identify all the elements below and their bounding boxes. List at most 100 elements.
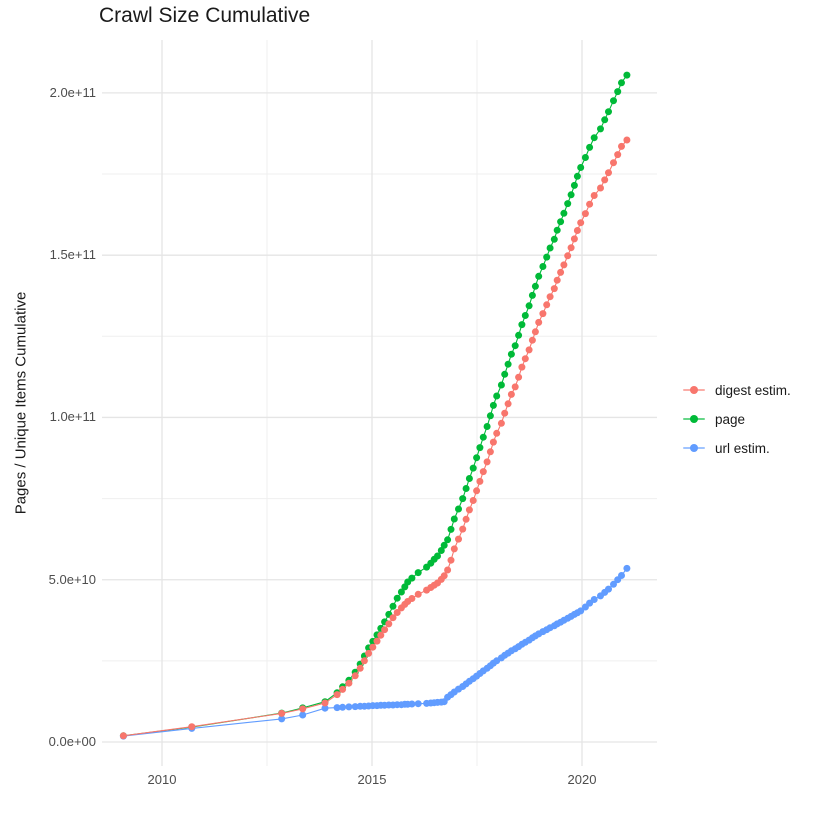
legend-key-digest-icon bbox=[683, 383, 705, 397]
data-point bbox=[333, 691, 341, 699]
data-point bbox=[528, 291, 536, 299]
data-point bbox=[521, 312, 529, 319]
legend-key-page-icon bbox=[683, 412, 705, 426]
y-tick-label: 1.0e+11 bbox=[49, 409, 96, 425]
data-point bbox=[610, 97, 617, 105]
data-point bbox=[493, 429, 501, 437]
data-point bbox=[469, 464, 477, 472]
data-point bbox=[577, 219, 585, 227]
data-point bbox=[501, 370, 509, 378]
data-point bbox=[560, 209, 568, 217]
data-point bbox=[511, 383, 519, 391]
data-point bbox=[345, 703, 353, 711]
data-point bbox=[528, 336, 536, 344]
data-point bbox=[539, 263, 547, 270]
data-point bbox=[601, 116, 609, 124]
data-point bbox=[605, 585, 612, 593]
data-point bbox=[278, 715, 286, 723]
data-point bbox=[339, 685, 347, 693]
data-point bbox=[610, 580, 617, 588]
data-point bbox=[605, 169, 612, 177]
data-point bbox=[531, 328, 539, 336]
data-point bbox=[557, 218, 565, 226]
data-point bbox=[586, 200, 594, 208]
data-point bbox=[618, 79, 625, 87]
data-point bbox=[321, 704, 329, 712]
chart-title: Crawl Size Cumulative bbox=[99, 4, 311, 27]
data-point bbox=[610, 159, 617, 167]
data-point bbox=[188, 723, 196, 731]
data-point bbox=[459, 525, 467, 533]
data-point bbox=[623, 136, 631, 144]
data-point bbox=[497, 419, 505, 427]
data-point bbox=[389, 614, 397, 622]
data-point bbox=[570, 181, 578, 189]
data-point bbox=[553, 276, 561, 284]
data-point bbox=[455, 535, 462, 543]
data-point bbox=[356, 664, 364, 672]
series-digest-estim bbox=[119, 136, 631, 740]
data-point bbox=[590, 596, 598, 603]
data-point bbox=[567, 191, 575, 199]
data-point bbox=[515, 331, 523, 339]
legend-item-page: page bbox=[683, 407, 791, 431]
data-point bbox=[623, 71, 631, 79]
data-point bbox=[493, 392, 501, 400]
data-point bbox=[501, 409, 509, 417]
data-point bbox=[535, 272, 543, 280]
data-point bbox=[455, 505, 462, 513]
data-point bbox=[581, 210, 589, 218]
legend-label: digest estim. bbox=[715, 382, 791, 398]
data-point bbox=[373, 637, 381, 645]
data-point bbox=[507, 350, 515, 358]
data-point bbox=[590, 134, 598, 142]
data-point bbox=[557, 268, 565, 276]
data-point bbox=[525, 346, 533, 354]
data-point bbox=[369, 643, 377, 651]
data-point bbox=[597, 125, 604, 133]
data-point bbox=[444, 536, 452, 544]
data-point bbox=[597, 184, 604, 192]
data-point bbox=[299, 705, 307, 713]
data-point bbox=[278, 709, 286, 717]
data-point bbox=[511, 342, 519, 350]
data-point bbox=[465, 506, 473, 514]
y-tick-label: 0.0e+00 bbox=[48, 733, 96, 749]
data-point bbox=[408, 700, 416, 708]
data-point bbox=[486, 448, 494, 456]
data-point bbox=[581, 154, 589, 161]
data-point bbox=[408, 595, 416, 602]
data-point bbox=[590, 192, 598, 199]
data-point bbox=[414, 569, 422, 577]
data-point bbox=[518, 363, 526, 371]
legend-item-url-estim: url estim. bbox=[683, 436, 791, 460]
data-point bbox=[560, 261, 568, 269]
data-point bbox=[479, 468, 487, 476]
data-point bbox=[483, 458, 491, 466]
data-point bbox=[333, 704, 341, 712]
data-point bbox=[507, 390, 515, 398]
data-point bbox=[489, 438, 497, 446]
data-point bbox=[504, 360, 512, 368]
x-tick-label: 2020 bbox=[567, 772, 597, 787]
data-point bbox=[546, 293, 554, 301]
grid-major bbox=[102, 40, 657, 766]
data-point bbox=[447, 556, 455, 564]
data-point bbox=[618, 142, 625, 150]
data-point bbox=[473, 487, 481, 495]
data-point bbox=[543, 301, 551, 309]
data-point bbox=[476, 477, 484, 485]
data-point bbox=[397, 588, 405, 596]
data-point bbox=[434, 552, 441, 560]
data-point bbox=[119, 732, 127, 740]
data-point bbox=[564, 200, 572, 208]
legend-key-url-icon bbox=[683, 441, 705, 455]
data-point bbox=[408, 574, 416, 582]
data-point bbox=[614, 151, 622, 159]
data-point bbox=[525, 302, 533, 310]
data-point bbox=[465, 475, 473, 482]
series-url-estim bbox=[119, 564, 631, 740]
data-point bbox=[518, 321, 526, 329]
